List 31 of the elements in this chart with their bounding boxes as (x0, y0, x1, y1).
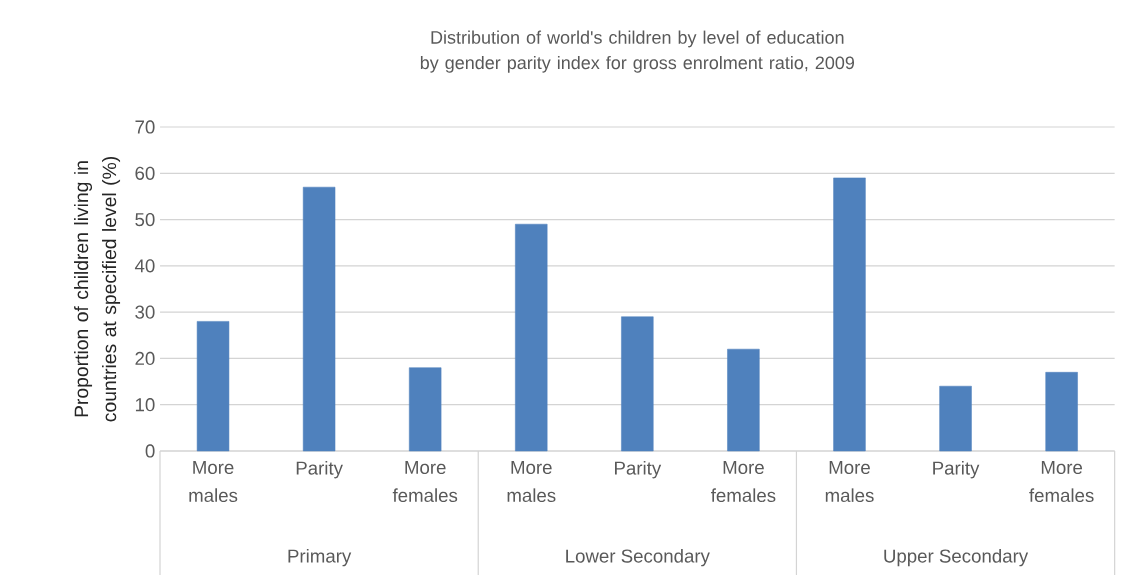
x-tick-label: More males (189, 461, 238, 503)
x-tick-label: More males (507, 461, 556, 503)
x-tick-label: More females (1029, 461, 1094, 503)
y-tick-label: 30 (135, 305, 155, 319)
text: Primary (288, 548, 352, 567)
bar (409, 367, 442, 452)
y-tick-label: 0 (145, 444, 155, 458)
x-tick-label: More females (392, 461, 458, 503)
bar (727, 348, 760, 452)
x-tick-label: Parity (615, 461, 662, 479)
x-tick-label: Parity (933, 461, 980, 479)
chart-title: Distribution of world's children by level of education by gender parity index for gross enrolment ratio, 2009 (420, 30, 855, 73)
text: Upper Secondary (884, 548, 1029, 567)
bar (515, 223, 548, 452)
x-tick-label: Parity (296, 461, 343, 479)
bar (1045, 372, 1078, 452)
bar (196, 321, 230, 452)
bar (302, 186, 336, 452)
x-tick-label: More males (825, 461, 874, 503)
y-tick-label: 20 (135, 351, 155, 366)
bar (939, 385, 972, 452)
bar (621, 316, 654, 452)
y-tick-label: 40 (134, 259, 155, 273)
y-tick-label: 50 (135, 212, 155, 227)
y-tick-label: 10 (135, 398, 155, 412)
y-tick-label: 60 (135, 166, 155, 180)
y-axis-title: Proportion of children living in countries at specified level (%) (74, 156, 121, 422)
y-tick-label: 70 (135, 120, 155, 134)
text: Lower Secondary (566, 548, 710, 567)
bar (833, 177, 866, 452)
x-tick-label: More females (711, 461, 776, 503)
